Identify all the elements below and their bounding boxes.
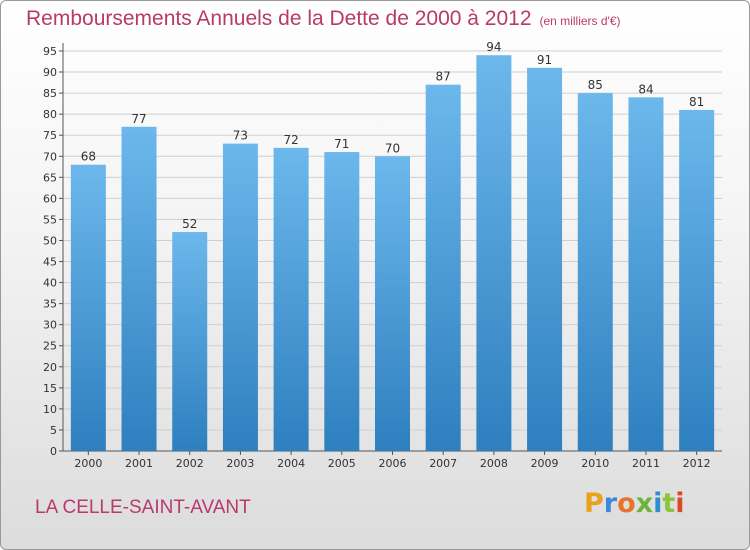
data-label: 77 <box>131 112 146 126</box>
bar-2005 <box>324 152 360 452</box>
chart-title: Remboursements Annuels de la Dette de 20… <box>26 7 621 31</box>
data-label: 85 <box>588 78 603 92</box>
data-label: 73 <box>233 129 248 143</box>
y-tick-label: 80 <box>43 108 57 121</box>
y-tick-label: 35 <box>43 298 57 311</box>
x-tick-label: 2011 <box>632 457 660 470</box>
y-tick-label: 30 <box>43 319 57 332</box>
x-tick-label: 2002 <box>176 457 204 470</box>
y-tick-label: 10 <box>43 403 57 416</box>
data-label: 94 <box>486 40 501 54</box>
y-tick-label: 25 <box>43 340 57 353</box>
x-tick-label: 2006 <box>379 457 407 470</box>
bar-2011 <box>628 97 664 451</box>
bar-2003 <box>222 143 258 451</box>
x-tick-label: 2008 <box>480 457 508 470</box>
y-tick-label: 70 <box>43 150 57 163</box>
y-tick-label: 95 <box>43 45 57 58</box>
x-tick-label: 2000 <box>74 457 102 470</box>
y-tick-label: 50 <box>43 234 57 247</box>
data-label: 72 <box>283 133 298 147</box>
chart-title-text: Remboursements Annuels de la Dette de 20… <box>26 7 532 30</box>
x-tick-label: 2007 <box>429 457 457 470</box>
y-tick-label: 55 <box>43 213 57 226</box>
bar-2008 <box>476 55 512 452</box>
bar-2006 <box>375 156 410 451</box>
bar-2010 <box>577 93 613 452</box>
y-tick-label: 20 <box>43 361 57 374</box>
data-label: 52 <box>182 217 197 231</box>
data-label: 84 <box>638 82 653 96</box>
y-tick-label: 75 <box>43 129 57 142</box>
x-tick-label: 2005 <box>328 457 356 470</box>
logo-letter: o <box>617 488 636 519</box>
x-tick-label: 2003 <box>226 457 254 470</box>
bar-2004 <box>273 147 309 451</box>
y-tick-label: 85 <box>43 87 57 100</box>
x-tick-label: 2010 <box>581 457 609 470</box>
logo-letter: P <box>584 488 604 519</box>
y-tick-label: 15 <box>43 382 57 395</box>
location-name: LA CELLE-SAINT-AVANT <box>35 497 251 518</box>
data-label: 71 <box>334 137 349 151</box>
x-tick-label: 2004 <box>277 457 305 470</box>
data-label: 70 <box>385 141 400 155</box>
bar-2007 <box>425 84 461 452</box>
data-labels: 68 77 52 73 72 71 70 87 94 91 85 84 81 <box>81 40 705 231</box>
x-tick-label: 2001 <box>125 457 153 470</box>
bars <box>70 55 715 452</box>
unit-note: (en milliers d'€) <box>539 14 621 28</box>
bar-2012 <box>679 109 715 452</box>
bar-2009 <box>527 67 563 451</box>
proxiti-logo: Proxiti <box>584 488 685 519</box>
y-tick-label: 0 <box>50 445 57 458</box>
y-tick-label: 5 <box>50 424 57 437</box>
y-tick-label: 45 <box>43 256 57 269</box>
logo-letter: x <box>635 488 654 519</box>
y-tick-label: 60 <box>43 192 57 205</box>
data-label: 87 <box>436 70 451 84</box>
data-label: 81 <box>689 95 704 109</box>
logo-letter: t <box>662 488 676 519</box>
bar-2000 <box>70 164 106 451</box>
logo-letter: i <box>653 488 663 519</box>
data-label: 68 <box>81 150 96 164</box>
bar-2002 <box>172 232 208 451</box>
axes: 0 5 10 15 20 25 30 35 40 45 50 55 60 65 70 75 80 85 90 95 20… <box>43 43 722 470</box>
y-tick-label: 65 <box>43 171 57 184</box>
data-label: 91 <box>537 53 552 67</box>
logo-letter: r <box>603 488 618 519</box>
x-tick-label: 2009 <box>531 457 559 470</box>
y-tick-label: 40 <box>43 277 57 290</box>
logo-letter: i <box>675 488 685 519</box>
y-tick-label: 90 <box>43 66 57 79</box>
x-tick-label: 2012 <box>683 457 711 470</box>
bar-2001 <box>121 126 157 451</box>
